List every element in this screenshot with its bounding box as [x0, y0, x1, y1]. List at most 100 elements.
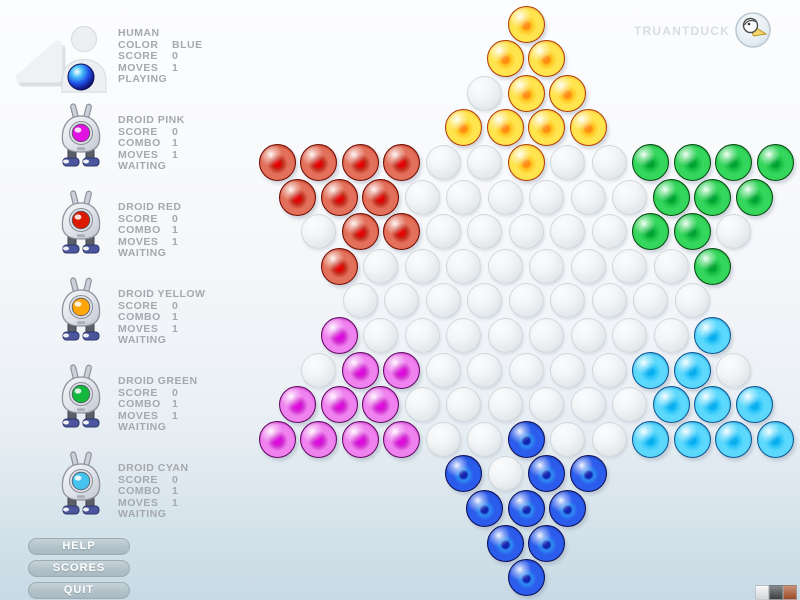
- board-hole[interactable]: [487, 317, 523, 353]
- marble-cyan[interactable]: [735, 386, 773, 424]
- board-hole[interactable]: [653, 317, 689, 353]
- board-hole[interactable]: [446, 387, 482, 423]
- board-hole[interactable]: [550, 283, 585, 319]
- board-hole[interactable]: [529, 248, 565, 284]
- board-hole[interactable]: [508, 283, 544, 319]
- marble-blue[interactable]: [569, 455, 607, 493]
- marble-cyan[interactable]: [694, 316, 732, 354]
- board-hole[interactable]: [550, 214, 585, 250]
- board-hole[interactable]: [529, 179, 565, 215]
- marble-blue[interactable]: [507, 559, 545, 597]
- marble-red[interactable]: [383, 213, 420, 251]
- marble-red[interactable]: [320, 178, 358, 216]
- board-hole[interactable]: [446, 179, 482, 215]
- marble-cyan[interactable]: [673, 351, 711, 389]
- board-hole[interactable]: [570, 387, 606, 423]
- marble-yellow[interactable]: [507, 74, 545, 112]
- board-hole[interactable]: [550, 352, 585, 388]
- marble-blue[interactable]: [528, 455, 566, 493]
- board-hole[interactable]: [508, 214, 544, 250]
- board-hole[interactable]: [487, 248, 523, 284]
- board-hole[interactable]: [591, 352, 627, 388]
- board-hole[interactable]: [467, 283, 502, 319]
- marble-red[interactable]: [300, 143, 337, 181]
- board-hole[interactable]: [487, 387, 523, 423]
- board-hole[interactable]: [674, 283, 710, 319]
- marble-cyan[interactable]: [715, 420, 752, 458]
- board-hole[interactable]: [404, 248, 440, 284]
- marble-pink[interactable]: [341, 420, 379, 458]
- marble-pink[interactable]: [279, 386, 317, 424]
- board-hole[interactable]: [529, 387, 565, 423]
- board-hole[interactable]: [653, 248, 689, 284]
- board-hole[interactable]: [446, 317, 482, 353]
- marble-red[interactable]: [341, 213, 379, 251]
- board-hole[interactable]: [467, 421, 502, 457]
- board-hole[interactable]: [425, 421, 461, 457]
- board-hole[interactable]: [487, 456, 523, 492]
- marble-blue[interactable]: [507, 489, 545, 527]
- marble-yellow[interactable]: [486, 40, 524, 78]
- help-button[interactable]: HELP: [28, 538, 130, 555]
- board-hole[interactable]: [342, 283, 378, 319]
- swatch-white[interactable]: [755, 585, 769, 600]
- board-hole[interactable]: [591, 214, 627, 250]
- board-hole[interactable]: [301, 352, 336, 388]
- marble-yellow[interactable]: [528, 109, 566, 147]
- marble-pink[interactable]: [362, 386, 400, 424]
- marble-pink[interactable]: [320, 316, 358, 354]
- scores-button[interactable]: SCORES: [28, 560, 130, 577]
- marble-yellow[interactable]: [486, 109, 524, 147]
- marble-cyan[interactable]: [673, 420, 711, 458]
- board-hole[interactable]: [425, 352, 461, 388]
- marble-green[interactable]: [735, 178, 773, 216]
- marble-green[interactable]: [652, 178, 690, 216]
- marble-blue[interactable]: [549, 489, 586, 527]
- board-hole[interactable]: [467, 144, 502, 180]
- marble-yellow[interactable]: [445, 109, 483, 147]
- board-hole[interactable]: [467, 214, 502, 250]
- board-hole[interactable]: [570, 179, 606, 215]
- board-hole[interactable]: [529, 317, 565, 353]
- board-hole[interactable]: [612, 179, 648, 215]
- board-hole[interactable]: [716, 214, 751, 250]
- marble-green[interactable]: [715, 143, 752, 181]
- board-hole[interactable]: [570, 248, 606, 284]
- board-hole[interactable]: [384, 283, 419, 319]
- marble-green[interactable]: [756, 143, 794, 181]
- swatch-dark[interactable]: [769, 585, 783, 600]
- board-hole[interactable]: [425, 283, 461, 319]
- marble-blue[interactable]: [528, 524, 566, 562]
- board-hole[interactable]: [467, 75, 502, 111]
- marble-pink[interactable]: [300, 420, 337, 458]
- marble-red[interactable]: [383, 143, 420, 181]
- board-hole[interactable]: [467, 352, 502, 388]
- board-hole[interactable]: [404, 179, 440, 215]
- quit-button[interactable]: QUIT: [28, 582, 130, 599]
- board-hole[interactable]: [363, 317, 399, 353]
- board-hole[interactable]: [425, 144, 461, 180]
- marble-green[interactable]: [694, 178, 732, 216]
- board-hole[interactable]: [612, 387, 648, 423]
- board-hole[interactable]: [591, 144, 627, 180]
- marble-red[interactable]: [320, 247, 358, 285]
- board-hole[interactable]: [550, 144, 585, 180]
- board-hole[interactable]: [550, 421, 585, 457]
- marble-blue[interactable]: [507, 420, 545, 458]
- marble-red[interactable]: [279, 178, 317, 216]
- marble-green[interactable]: [694, 247, 732, 285]
- marble-yellow[interactable]: [528, 40, 566, 78]
- marble-blue[interactable]: [445, 455, 483, 493]
- board-hole[interactable]: [633, 283, 668, 319]
- board-hole[interactable]: [591, 283, 627, 319]
- marble-pink[interactable]: [341, 351, 379, 389]
- marble-cyan[interactable]: [694, 386, 732, 424]
- marble-pink[interactable]: [383, 420, 420, 458]
- marble-pink[interactable]: [258, 420, 296, 458]
- board-hole[interactable]: [612, 317, 648, 353]
- board-hole[interactable]: [301, 214, 336, 250]
- marble-green[interactable]: [673, 143, 711, 181]
- board-hole[interactable]: [716, 352, 751, 388]
- board-hole[interactable]: [591, 421, 627, 457]
- board-hole[interactable]: [612, 248, 648, 284]
